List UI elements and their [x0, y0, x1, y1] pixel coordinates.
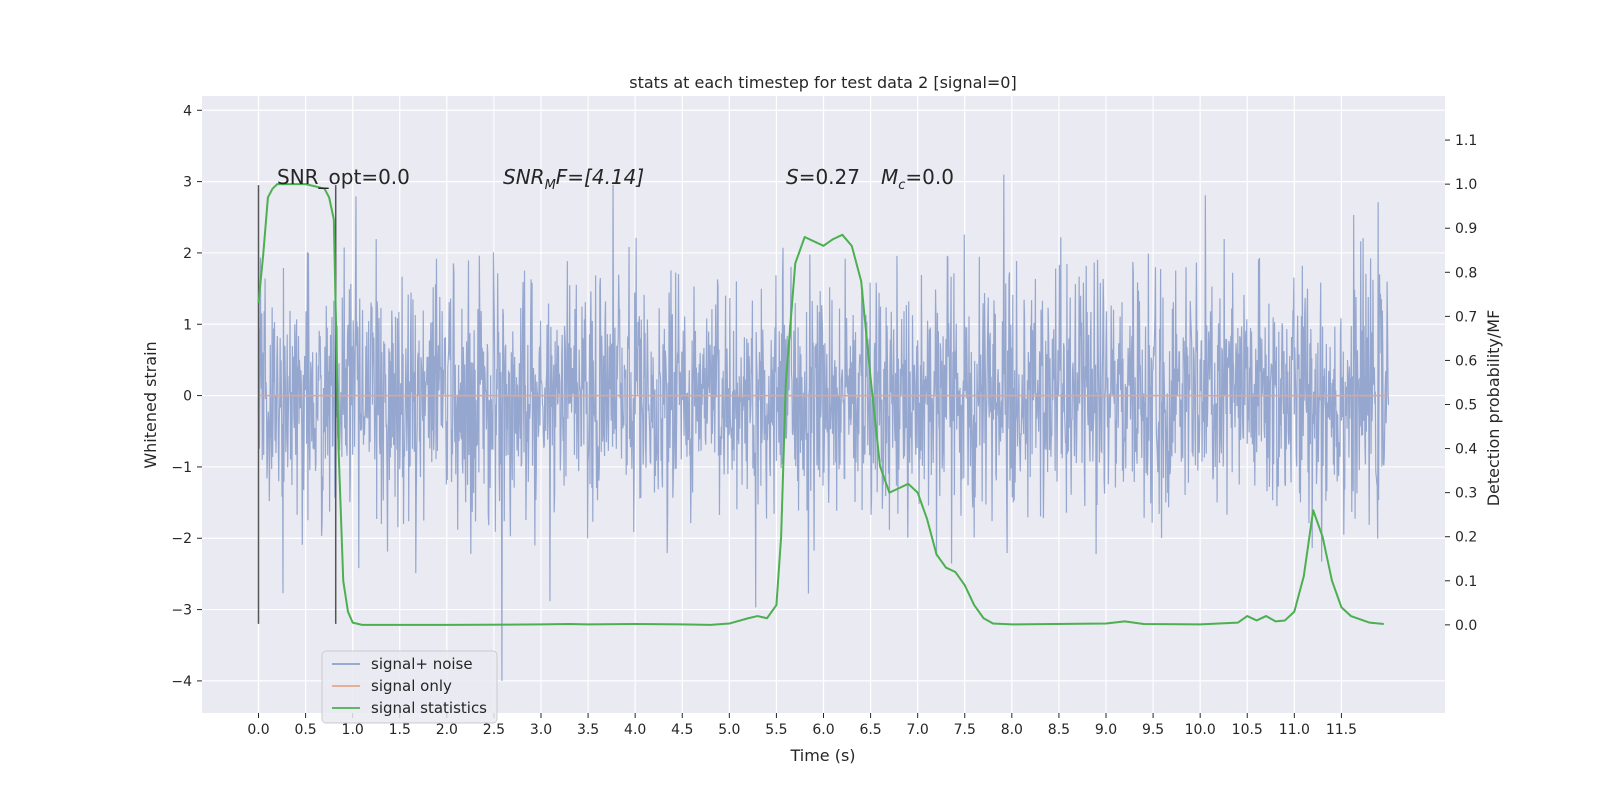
x-axis-label: Time (s) — [789, 746, 855, 765]
legend: signal+ noise signal only signal statist… — [321, 650, 498, 724]
series-signal-statistics — [257, 183, 1384, 626]
right-axis: 0.0 0.1 0.2 0.3 0.4 0.5 0.6 0.7 0.8 0.9 1.0 1.1 — [1445, 133, 1477, 634]
annotation-snr-mf: SNRMF=[4.14] — [503, 165, 644, 193]
series-signal-noise — [257, 174, 1390, 681]
y-left-tick-label: −1 — [171, 460, 192, 476]
x-tick-label: 2.0 — [436, 722, 458, 738]
annotation-mc-sub: c — [898, 178, 905, 193]
y-left-tick-label: −4 — [171, 674, 192, 690]
x-tick-label: 7.5 — [954, 722, 976, 738]
x-tick-label: 3.0 — [530, 722, 552, 738]
x-tick-label: 11.0 — [1279, 722, 1310, 738]
y-right-tick-label: 0.8 — [1455, 265, 1477, 281]
x-tick-label: 1.5 — [389, 722, 411, 738]
chart-title: stats at each timestep for test data 2 [… — [629, 73, 1016, 92]
y-right-tick-label: 0.4 — [1455, 442, 1477, 458]
y-left-tick-label: 1 — [183, 317, 192, 333]
x-tick-label: 6.0 — [812, 722, 834, 738]
x-tick-label: 1.0 — [342, 722, 364, 738]
x-tick-label: 9.0 — [1095, 722, 1117, 738]
x-tick-label: 3.5 — [577, 722, 599, 738]
x-tick-label: 0.0 — [247, 722, 269, 738]
annotation-s-rest: =0.27 — [799, 165, 860, 189]
y-left-tick-label: −3 — [171, 603, 192, 619]
plot-area — [257, 174, 1390, 681]
y-left-tick-label: 4 — [183, 103, 192, 119]
y-left-tick-label: 0 — [183, 389, 192, 405]
x-tick-label: 4.5 — [671, 722, 693, 738]
y-right-tick-label: 0.6 — [1455, 353, 1477, 369]
y-right-tick-label: 0.5 — [1455, 398, 1477, 414]
annotation-mc-rest: =0.0 — [905, 165, 954, 189]
x-tick-label: 9.5 — [1142, 722, 1164, 738]
annotation-snr-mf-sub: M — [545, 178, 556, 193]
y-right-tick-label: 0.3 — [1455, 486, 1477, 502]
x-tick-label: 7.0 — [907, 722, 929, 738]
y-left-tick-label: 3 — [183, 175, 192, 191]
x-tick-label: 0.5 — [294, 722, 316, 738]
y-right-tick-label: 1.1 — [1455, 133, 1477, 149]
y-left-tick-label: 2 — [183, 246, 192, 262]
legend-label-signal-statistics: signal statistics — [371, 699, 487, 717]
y-left-tick-label: −2 — [171, 531, 192, 547]
annotation-mc: Mc=0.0 — [881, 165, 954, 193]
annotation-snr-mf-rest: F=[4.14] — [556, 165, 644, 189]
annotation-snr-mf-main: SNR — [503, 165, 545, 189]
y-right-tick-label: 0.0 — [1455, 618, 1477, 634]
annotation-snr-opt: SNR_opt=0.0 — [277, 165, 410, 189]
y-right-tick-label: 0.1 — [1455, 574, 1477, 590]
legend-label-signal-noise: signal+ noise — [371, 655, 473, 673]
x-tick-label: 11.5 — [1326, 722, 1357, 738]
annotation-mc-main: M — [881, 165, 898, 189]
x-tick-label: 4.0 — [624, 722, 646, 738]
y-right-tick-label: 0.2 — [1455, 530, 1477, 546]
x-tick-label: 8.5 — [1048, 722, 1070, 738]
y-axis-label-right: Detection probability/MF — [1484, 310, 1503, 507]
x-tick-label: 6.5 — [859, 722, 881, 738]
y-right-tick-label: 1.0 — [1455, 177, 1477, 193]
x-tick-label: 10.0 — [1185, 722, 1216, 738]
y-axis-label-left: Whitened strain — [141, 341, 160, 468]
x-tick-label: 5.5 — [765, 722, 787, 738]
legend-label-signal-only: signal only — [371, 677, 452, 695]
x-tick-label: 8.0 — [1001, 722, 1023, 738]
x-tick-label: 5.0 — [718, 722, 740, 738]
x-axis: 0.0 0.5 1.0 1.5 2.0 2.5 3.0 3.5 4.0 4.5 5.0 5.5 6.0 6… — [247, 713, 1357, 738]
legend-box — [321, 650, 498, 724]
x-tick-label: 10.5 — [1232, 722, 1263, 738]
y-right-tick-label: 0.7 — [1455, 309, 1477, 325]
x-tick-label: 2.5 — [483, 722, 505, 738]
annotation-s-main: S — [786, 165, 799, 189]
left-axis: −4 −3 −2 −1 0 1 2 3 4 — [171, 103, 202, 690]
annotation-s: S=0.27 — [786, 165, 860, 189]
y-right-tick-label: 0.9 — [1455, 221, 1477, 237]
